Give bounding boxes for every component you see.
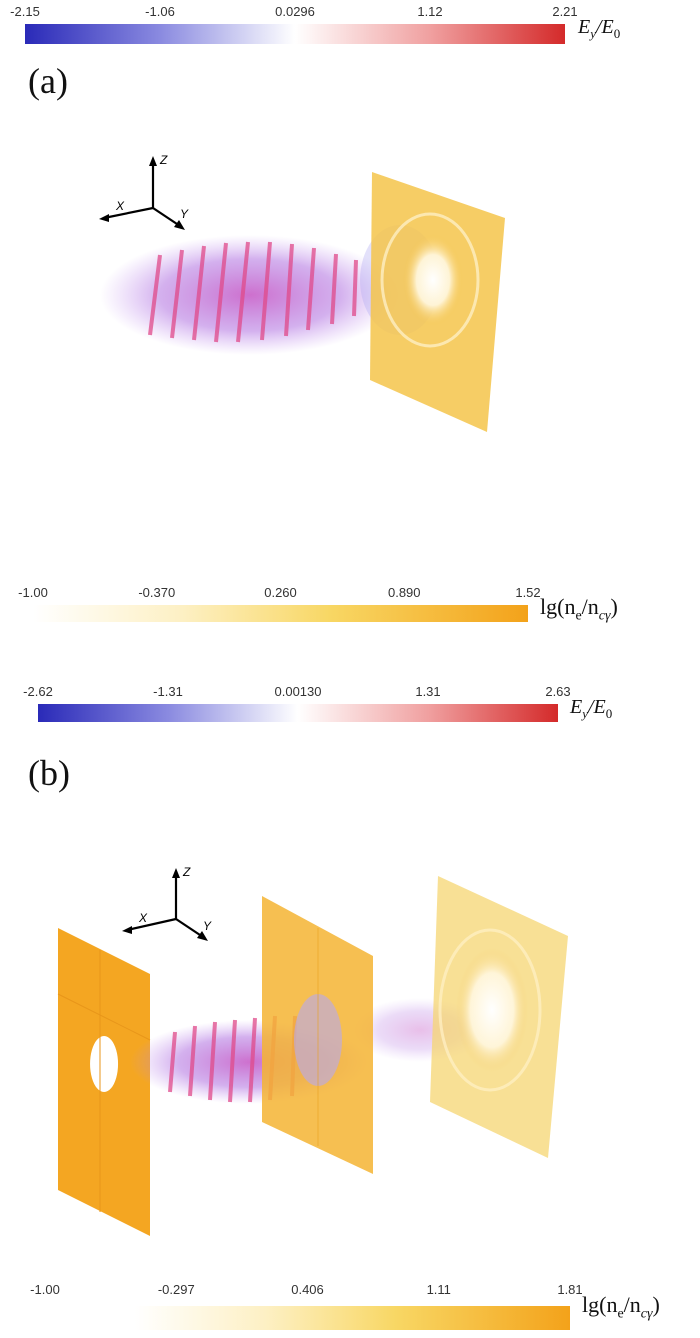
tick-label: -1.06: [145, 4, 175, 19]
density-colorbar-a-label: lg(ne/ncγ): [540, 594, 618, 624]
axis-label-y: Y: [203, 919, 212, 933]
axis-triad-a: [103, 162, 181, 227]
field-colorbar-a-ticks: -2.15 -1.06 0.0296 1.12 2.21: [10, 4, 577, 22]
field-colorbar-a: -2.15 -1.06 0.0296 1.12 2.21: [10, 4, 578, 44]
tick-label: -1.00: [18, 585, 48, 600]
tick-label: -0.370: [138, 585, 176, 600]
panel-label-b: (b): [28, 753, 70, 793]
axis-label-x: X: [115, 199, 125, 213]
tick-label: 0.890: [387, 585, 421, 600]
axis-triad-b: [126, 874, 204, 938]
tick-label: 2.63: [545, 684, 571, 699]
foil-middle-b: [262, 896, 373, 1174]
density-colorbar-a: -1.00 -0.370 0.260 0.890 1.52: [18, 585, 541, 622]
field-colorbar-b: -2.62 -1.31 0.00130 1.31 2.63: [23, 684, 571, 722]
field-colorbar-b-label: Ey/E0: [570, 696, 613, 721]
axis-label-z: Z: [182, 865, 191, 879]
panel-label-a: (a): [28, 61, 68, 101]
tick-label: -1.00: [30, 1282, 60, 1297]
field-colorbar-a-label: Ey/E0: [578, 16, 621, 41]
tick-label: 1.12: [417, 4, 443, 19]
scene-b: Z X Y: [57, 865, 568, 1236]
density-colorbar-a-ticks: -1.00 -0.370 0.260 0.890 1.52: [18, 585, 540, 603]
tick-label: 1.11: [426, 1282, 451, 1297]
density-colorbar-a-gradient: [33, 605, 528, 622]
field-colorbar-b-gradient: [38, 704, 558, 722]
tick-label: 0.0296: [275, 4, 315, 19]
density-colorbar-b: -1.00 -0.297 0.406 1.11 1.81: [30, 1272, 583, 1330]
tick-label: -1.31: [153, 684, 183, 699]
axis-arrow-x: [99, 214, 109, 222]
tick-label: 1.52: [515, 585, 541, 600]
tick-label: -2.15: [10, 4, 40, 19]
tick-label: 1.31: [415, 684, 441, 699]
axis-arrow-z: [172, 868, 180, 878]
axis-arrow-z: [149, 156, 157, 166]
tick-label: -0.297: [157, 1282, 195, 1297]
foil-far-b: [430, 876, 568, 1158]
axis-arrow-y: [197, 931, 208, 941]
field-colorbar-b-ticks: -2.62 -1.31 0.00130 1.31 2.63: [23, 684, 570, 702]
axis-arrow-y: [174, 220, 185, 230]
density-colorbar-b-ticks: -1.00 -0.297 0.406 1.11 1.81: [30, 1272, 582, 1297]
field-colorbar-a-gradient: [25, 24, 565, 44]
tick-label: 1.81: [557, 1282, 583, 1297]
tick-label: 0.260: [264, 585, 297, 600]
foil-with-hole-b: [57, 928, 151, 1236]
axis-label-x: X: [138, 911, 148, 925]
density-colorbar-b-label: lg(ne/ncγ): [582, 1292, 660, 1322]
axis-label-z: Z: [159, 153, 168, 167]
scene-a: Z X Y: [99, 153, 505, 432]
axis-arrow-x: [122, 926, 132, 934]
tick-label: 0.00130: [274, 684, 322, 699]
foil-target-a: [370, 172, 505, 432]
tick-label: 2.21: [552, 4, 578, 19]
axis-label-y: Y: [180, 207, 189, 221]
tick-label: 0.406: [291, 1282, 324, 1297]
density-colorbar-b-gradient: [135, 1306, 570, 1330]
tick-label: -2.62: [23, 684, 53, 699]
